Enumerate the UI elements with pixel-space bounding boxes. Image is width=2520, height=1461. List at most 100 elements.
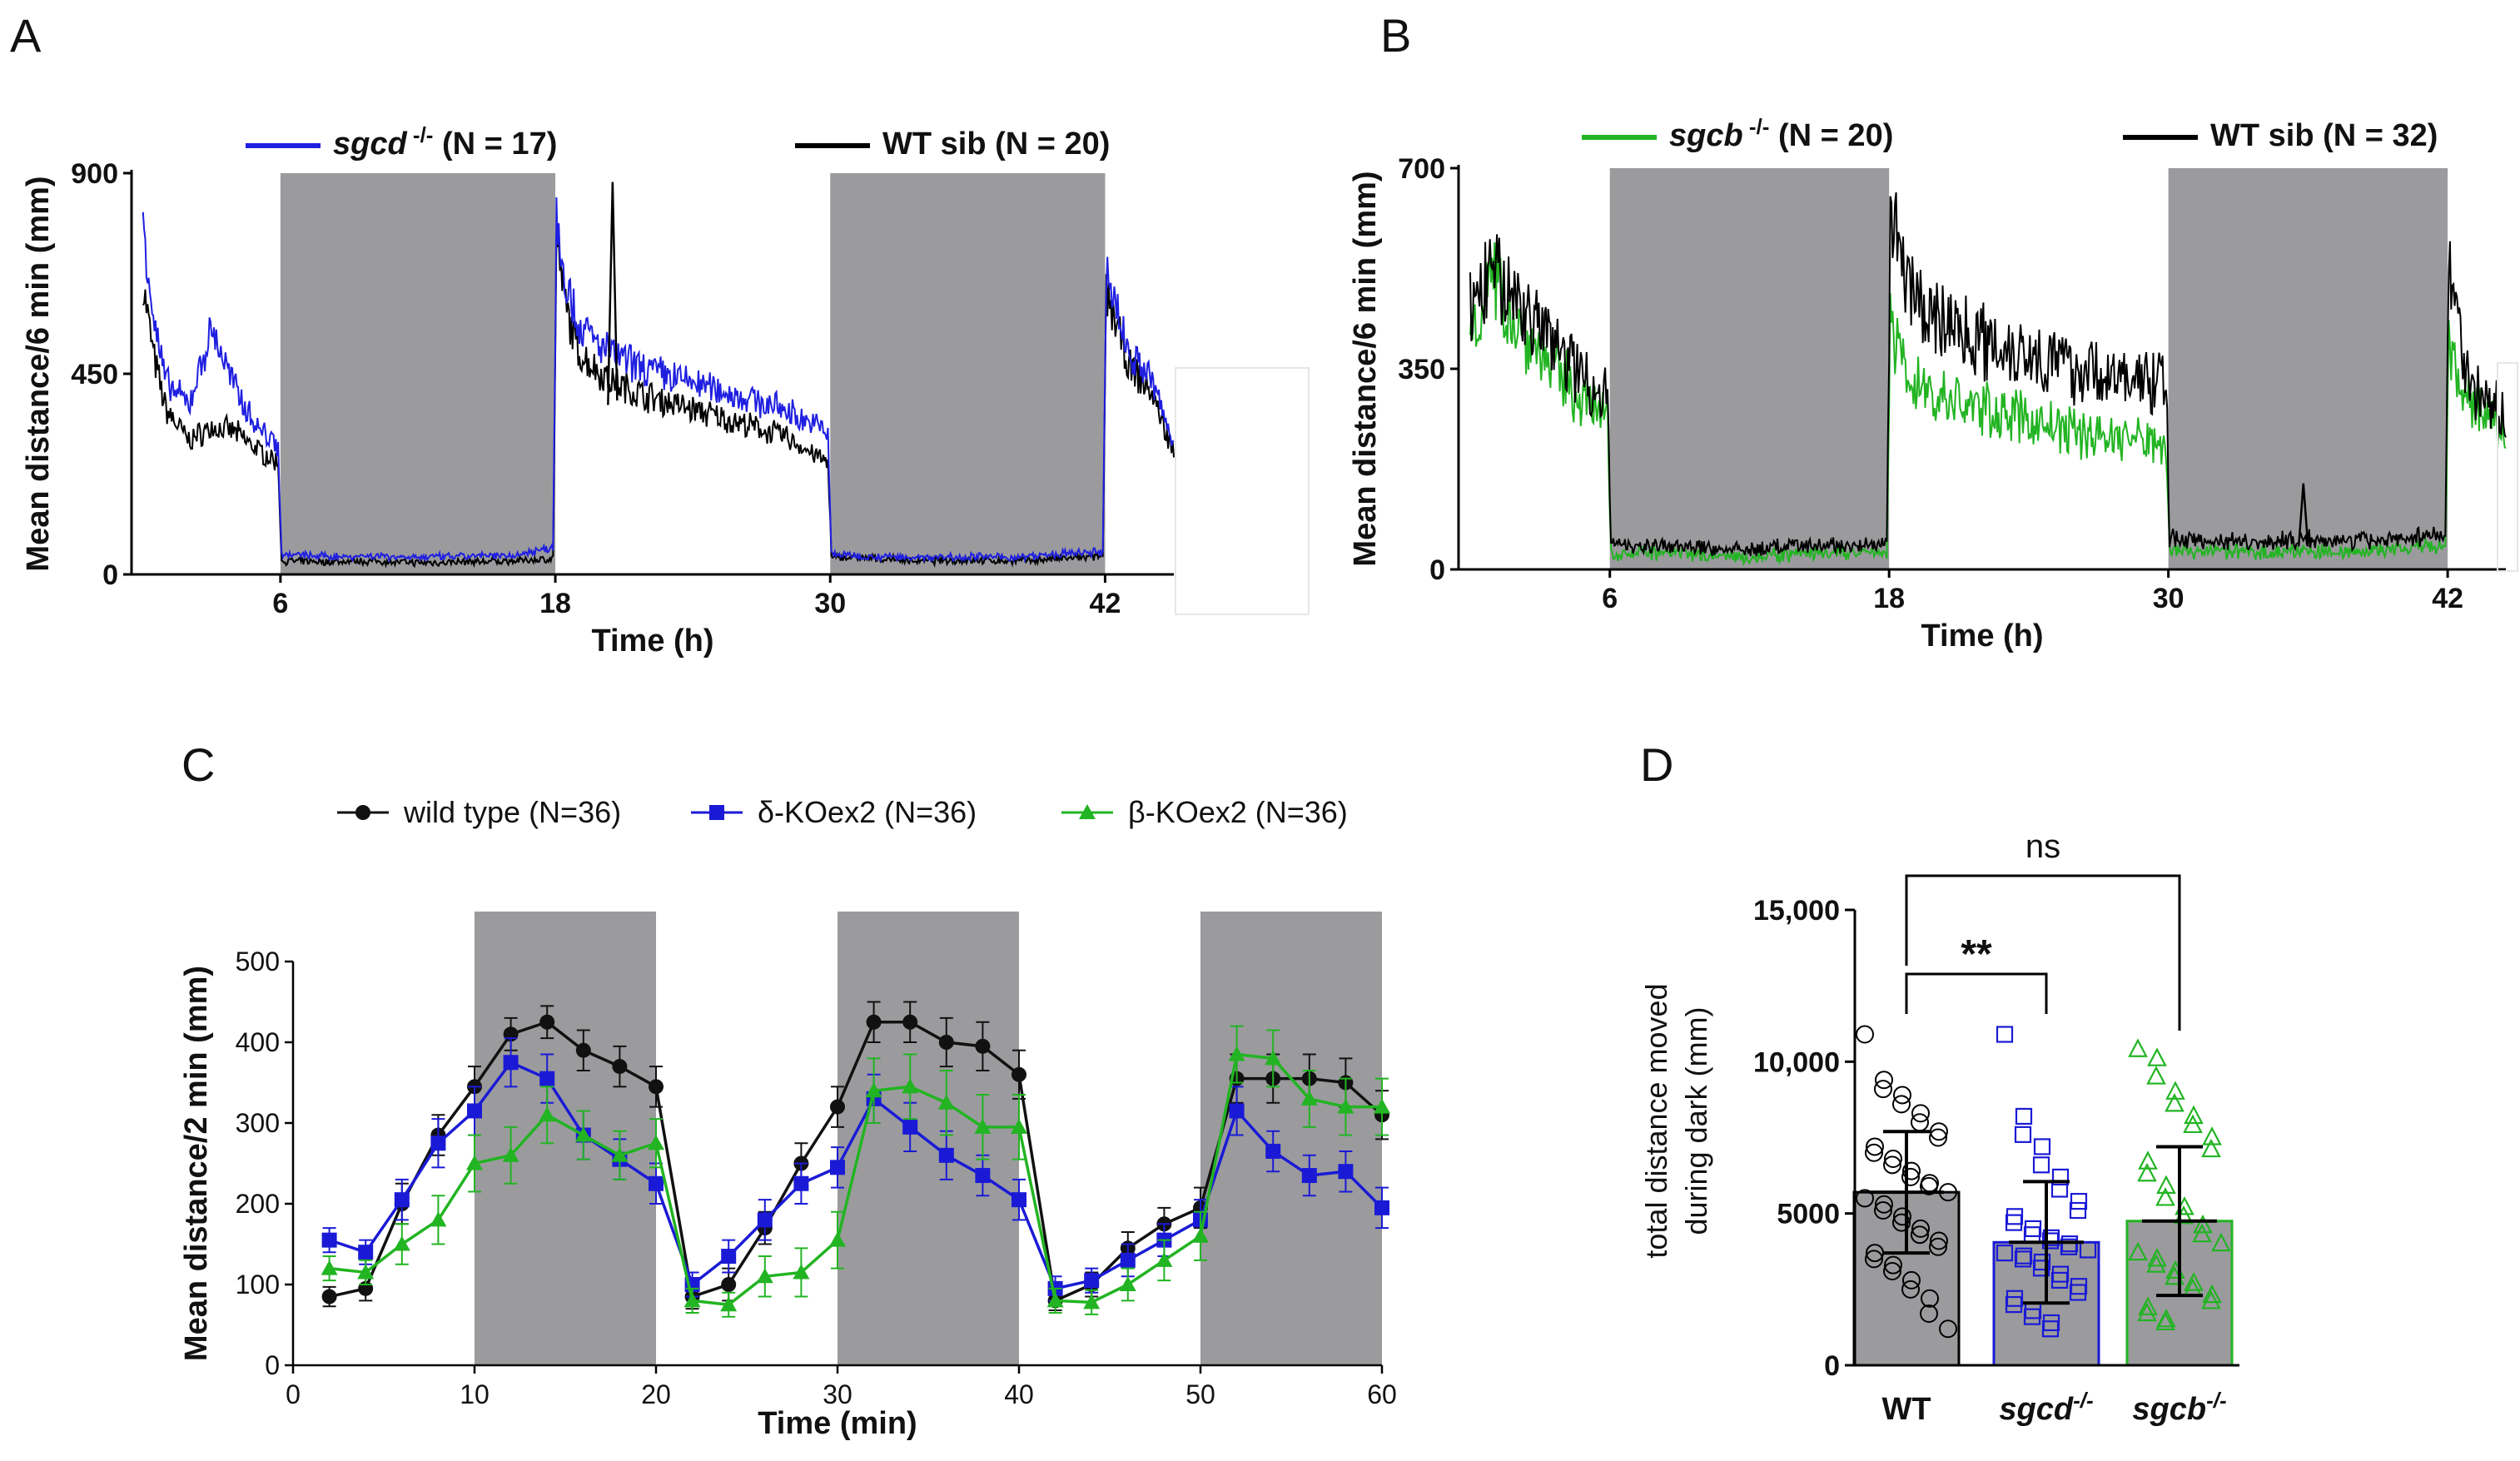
- panel-c-point-delta-1: [358, 1245, 374, 1260]
- panel-b-x-tick-label-6: 6: [1602, 583, 1618, 614]
- panel-c: C 0 100 200 300 400 500 0 10 20 30 40 50 60 Time (min…: [179, 738, 1397, 1441]
- panel-d-y-axis-title-line2: during dark (mm): [1679, 1006, 1713, 1235]
- panel-c-point-beta-27: [1300, 1090, 1318, 1106]
- panel-c-point-beta-1: [357, 1264, 375, 1280]
- panel-c-letter: C: [181, 738, 215, 791]
- panel-c-point-delta-17: [938, 1147, 954, 1163]
- panel-d-point-wt-20: [1874, 1201, 1892, 1220]
- panel-c-point-beta-26: [1265, 1050, 1282, 1066]
- panel-d-point-sgcd-16: [2060, 1238, 2078, 1255]
- panel-a-series-mutant: [142, 196, 1175, 564]
- panel-d-category-label-sgcd: sgcd-/-: [1999, 1388, 2093, 1427]
- panel-c-x-tick-label-0: 0: [286, 1379, 301, 1409]
- panel-c-x-tick-label-20: 20: [641, 1379, 671, 1409]
- panel-a-y-tick-label-0: 0: [102, 559, 118, 591]
- panel-d-point-sgcd-10: [2005, 1214, 2023, 1231]
- panel-a-legend-label-mutant: sgcd -/- (N = 17): [333, 122, 557, 162]
- panel-c-y-tick-label-0: 0: [265, 1350, 280, 1380]
- panel-b-x-tick-label-30: 30: [2153, 583, 2184, 614]
- panel-a-y-tick-label-450: 450: [71, 359, 118, 390]
- panel-c-point-beta-4: [466, 1155, 483, 1170]
- panel-d-point-sgcb-9: [2138, 1150, 2158, 1170]
- panel-a-series-wt: [142, 240, 1175, 569]
- panel-c-point-wildtype-19: [1011, 1066, 1026, 1082]
- panel-d-point-wt-9: [1866, 1137, 1884, 1156]
- panel-d-y-tick-label-10,000: 10,000: [1753, 1046, 1840, 1078]
- panel-d-point-wt-29: [1884, 1255, 1902, 1275]
- panel-b: B 0 350 700 6 18 30 42 Time (h) Mean distance/6 …: [1348, 9, 2507, 653]
- panel-c-legend-label-beta: β-KOex2 (N=36): [1128, 795, 1348, 829]
- panel-c-point-delta-18: [975, 1168, 991, 1184]
- panel-c-point-beta-17: [937, 1094, 955, 1110]
- panel-d-point-sgcd-1: [2015, 1107, 2033, 1126]
- panel-d-point-wt-24: [1911, 1225, 1929, 1245]
- panel-b-y-tick-label-350: 350: [1398, 354, 1445, 385]
- panel-c-x-axis-title: Time (min): [758, 1406, 917, 1441]
- panel-d-point-sgcd-32: [2041, 1320, 2060, 1338]
- panel-d-point-sgcb-20: [2146, 1254, 2166, 1273]
- panel-d-point-sgcd-3: [2033, 1138, 2051, 1155]
- panel-c-point-beta-10: [683, 1292, 701, 1308]
- panel-c-point-beta-5: [502, 1146, 519, 1162]
- panel-c-x-tick-label-40: 40: [1004, 1379, 1034, 1409]
- panel-a-dark-period-1: [280, 173, 556, 574]
- panel-c-point-beta-6: [539, 1106, 556, 1122]
- panel-c-point-delta-2: [394, 1192, 410, 1208]
- panel-c-point-wildtype-9: [649, 1079, 664, 1095]
- panel-c-point-beta-3: [430, 1211, 447, 1227]
- panel-c-y-tick-label-300: 300: [236, 1108, 280, 1138]
- panel-d-point-wt-32: [1901, 1280, 1920, 1299]
- panel-a-dark-period-2: [830, 173, 1106, 574]
- panel-c-line-beta: [329, 1052, 1382, 1307]
- panel-d-point-wt-22: [1892, 1213, 1911, 1232]
- panel-b-spike: [2297, 483, 2309, 547]
- panel-c-point-delta-0: [321, 1232, 337, 1248]
- panel-b-y-tick-label-700: 700: [1398, 153, 1445, 185]
- panel-d-bracket-star: [1905, 972, 2048, 1014]
- panel-d-point-sgcd-0: [1996, 1026, 2014, 1043]
- panel-c-legend-label-wildtype: wild type (N=36): [403, 795, 621, 829]
- panel-a-x-tick-label-30: 30: [814, 588, 846, 619]
- panel-d-sig-star: **: [1961, 932, 1992, 976]
- panel-d-point-sgcb-18: [2128, 1241, 2148, 1261]
- panel-d-point-sgcb-11: [2156, 1175, 2176, 1194]
- panel-d-point-sgcd-20: [2014, 1250, 2032, 1268]
- panel-d-point-sgcb-8: [2201, 1138, 2221, 1158]
- panel-d-point-sgcb-16: [2192, 1223, 2212, 1243]
- panel-d-point-wt-13: [1902, 1161, 1921, 1180]
- panel-c-point-delta-21: [1084, 1273, 1100, 1289]
- panel-a-x-tick-label-18: 18: [539, 588, 571, 619]
- panel-d-category-label-wt: WT: [1881, 1392, 1931, 1427]
- panel-d-point-sgcd-2: [2014, 1126, 2032, 1143]
- panel-d-point-sgcd-7: [2070, 1192, 2088, 1210]
- panel-a-empty-frame: [1175, 367, 1310, 615]
- panel-b-series-wt: [1469, 191, 2507, 557]
- panel-d-point-sgcb-7: [2202, 1126, 2222, 1145]
- panel-d-point-wt-35: [1939, 1319, 1957, 1339]
- panel-d-point-sgcd-5: [2051, 1168, 2070, 1186]
- panel-c-point-delta-25: [1229, 1103, 1245, 1119]
- panel-b-x-tick-label-42: 42: [2432, 583, 2463, 614]
- panel-c-point-delta-19: [1011, 1192, 1026, 1208]
- panel-c-point-beta-20: [1046, 1292, 1064, 1308]
- panel-c-point-delta-13: [793, 1175, 809, 1191]
- panel-d-point-sgcb-1: [2147, 1047, 2167, 1066]
- panel-c-point-beta-25: [1228, 1046, 1245, 1061]
- panel-d-y-tick-label-0: 0: [1824, 1350, 1840, 1382]
- panel-c-point-beta-12: [756, 1268, 773, 1284]
- panel-b-dark-period-1: [1609, 168, 1890, 569]
- panel-b-legend-label-mutant: sgcb -/- (N = 20): [1669, 114, 1893, 153]
- panel-b-x-axis-title: Time (h): [1921, 619, 2043, 653]
- panel-c-point-beta-8: [611, 1146, 629, 1162]
- panel-c-point-delta-6: [539, 1071, 555, 1086]
- panel-c-point-wildtype-14: [830, 1099, 845, 1115]
- panel-d-point-sgcd-8: [2069, 1201, 2087, 1220]
- panel-d-point-wt-1: [1875, 1071, 1893, 1090]
- panel-a-x-tick-label-42: 42: [1090, 588, 1121, 619]
- panel-a-spike: [607, 181, 619, 405]
- panel-b-y-tick-label-0: 0: [1429, 554, 1445, 586]
- panel-c-y-axis-title: Mean distance/2 min (mm): [179, 966, 214, 1361]
- panel-c-point-beta-15: [865, 1082, 882, 1098]
- panel-d-point-sgcb-17: [2211, 1232, 2231, 1252]
